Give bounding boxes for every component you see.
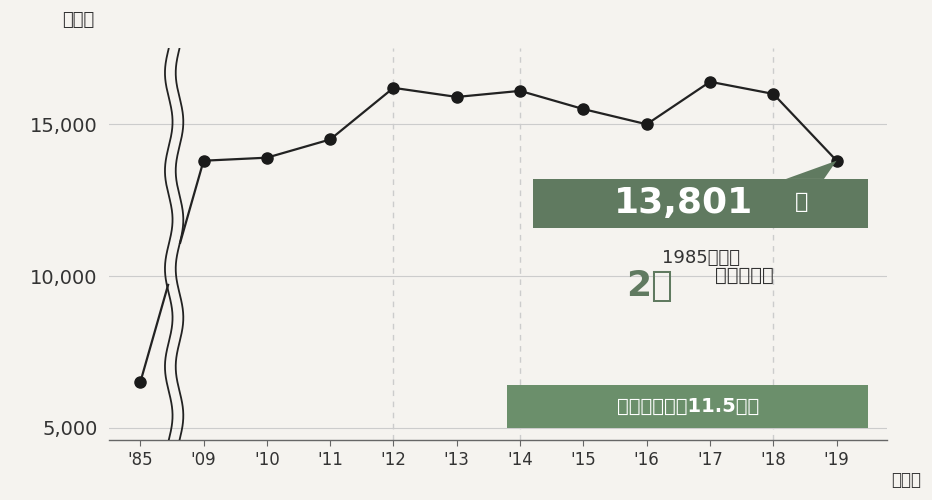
Text: 13,801: 13,801 [614, 186, 753, 220]
FancyBboxPatch shape [533, 179, 869, 228]
FancyBboxPatch shape [507, 386, 869, 428]
Text: 件: 件 [794, 192, 808, 212]
Text: （年）: （年） [891, 472, 921, 490]
Text: 以上の増加: 以上の増加 [716, 266, 774, 284]
Text: 2倍: 2倍 [626, 268, 673, 302]
Text: （件）: （件） [62, 11, 94, 29]
Text: 平均審理期間11.5ヵ月: 平均審理期間11.5ヵ月 [617, 397, 759, 416]
Text: 1985年から: 1985年から [662, 249, 739, 267]
Polygon shape [786, 160, 837, 179]
